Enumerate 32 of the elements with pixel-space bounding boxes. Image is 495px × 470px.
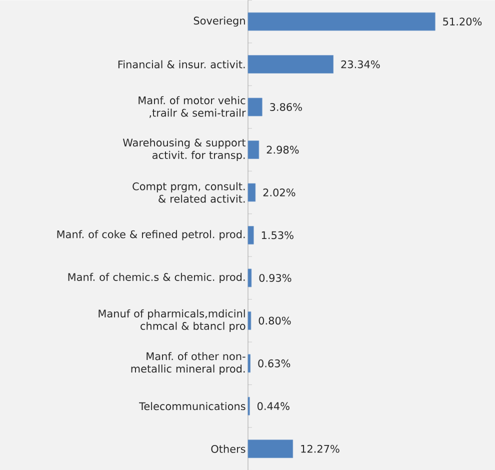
data-label: 12.27% xyxy=(301,444,340,453)
y-tick-label: Manuf of pharmicals,mdicinl chmcal & btancl pro xyxy=(98,309,246,332)
bar xyxy=(248,140,260,159)
y-tick-label: Others xyxy=(211,444,246,453)
bar xyxy=(248,183,256,202)
data-label: 23.34% xyxy=(341,60,380,68)
y-tick-label: Financial & insur. activit. xyxy=(118,60,245,68)
data-label: 2.98% xyxy=(266,146,299,154)
y-tick-label: Manf. of motor vehic ,trailr & semi-trailr xyxy=(138,96,246,118)
y-tick-label: Warehousing & support activit. for transp. xyxy=(122,138,246,161)
bar xyxy=(248,268,252,287)
data-label: 1.53% xyxy=(262,231,294,239)
y-tick-label: Manf. of chemic.s & chemic. prod. xyxy=(68,272,245,283)
data-label: 0.63% xyxy=(258,359,290,368)
bar xyxy=(248,311,252,330)
bar xyxy=(248,12,436,31)
data-label: 51.20% xyxy=(443,17,482,26)
y-tick-label: Soveriegn xyxy=(194,16,245,26)
bar xyxy=(248,226,254,244)
bar xyxy=(248,98,262,116)
data-label: 3.86% xyxy=(270,102,302,111)
data-label: 0.80% xyxy=(258,316,291,324)
y-tick-label: Manf. of other non-metallic mineral prod. xyxy=(131,352,246,374)
bar xyxy=(248,354,250,372)
bar xyxy=(248,439,294,458)
y-tick-label: Manf. of coke & refined petrol. prod. xyxy=(57,230,245,240)
data-label: 2.02% xyxy=(263,188,296,196)
data-label: 0.44% xyxy=(257,402,290,410)
data-label: 0.93% xyxy=(259,274,292,282)
y-tick-label: Compt prgm, consult. & related activit. xyxy=(132,182,245,203)
y-tick-label: Telecommunications xyxy=(139,402,246,410)
bar xyxy=(248,54,334,74)
